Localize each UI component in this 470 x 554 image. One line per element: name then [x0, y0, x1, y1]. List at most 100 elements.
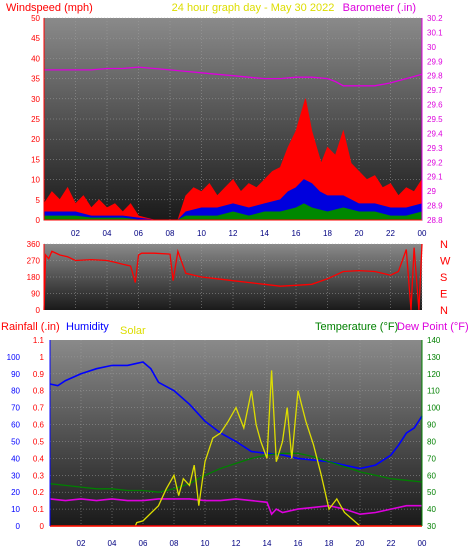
rain-tick-label: 0.3 — [33, 471, 45, 480]
wind-tick-label: 40 — [31, 54, 40, 63]
direction-tick-label: 180 — [27, 273, 41, 282]
humidity-tick-label: 80 — [11, 387, 20, 396]
climate-x-tick-label: 04 — [108, 539, 117, 548]
humidity-tick-label: 20 — [11, 488, 20, 497]
rain-tick-label: 0.5 — [33, 437, 45, 446]
wind-tick-label: 30 — [31, 95, 40, 104]
compass-label: W — [440, 256, 451, 268]
wind-x-tick-label: 04 — [103, 229, 112, 238]
barometer-tick-label: 30.1 — [427, 28, 443, 37]
barometer-axis-label: Barometer (.in) — [343, 2, 416, 14]
barometer-tick-label: 29.7 — [427, 86, 443, 95]
temperature-line — [49, 452, 423, 493]
rain-tick-label: 0.2 — [33, 488, 45, 497]
wind-tick-label: 20 — [31, 135, 40, 144]
climate-x-tick-label: 02 — [77, 539, 86, 548]
wind-x-tick-label: 08 — [166, 229, 175, 238]
temperature-tick-label: 100 — [427, 404, 441, 413]
climate-x-tick-label: 08 — [170, 539, 179, 548]
climate-x-tick-label: 22 — [387, 539, 396, 548]
barometer-tick-label: 29.4 — [427, 129, 443, 138]
direction-tick-label: 0 — [36, 306, 41, 315]
barometer-tick-label: 29.2 — [427, 158, 443, 167]
barometer-tick-label: 29.9 — [427, 57, 443, 66]
direction-tick-label: 270 — [27, 257, 41, 266]
rain-tick-label: 0.9 — [33, 370, 45, 379]
humidity-tick-label: 100 — [7, 353, 21, 362]
rain-tick-label: 0.8 — [33, 387, 45, 396]
temperature-tick-label: 120 — [427, 370, 441, 379]
wind-tick-label: 0 — [36, 216, 41, 225]
windspeed-axis-label: Windspeed (mph) — [6, 2, 93, 14]
rain-tick-label: 1.1 — [33, 336, 45, 345]
wind-x-tick-label: 06 — [134, 229, 143, 238]
wind-direction-line — [43, 243, 423, 311]
dewpoint-line — [49, 498, 422, 516]
wind-tick-label: 50 — [31, 14, 40, 23]
climate-x-tick-label: 12 — [232, 539, 241, 548]
temperature-tick-label: 90 — [427, 421, 436, 430]
humidity-tick-label: 30 — [11, 471, 20, 480]
compass-label: N — [440, 305, 448, 317]
wind-tick-label: 35 — [31, 75, 40, 84]
wind-average-area — [43, 179, 423, 221]
humidity-line — [49, 361, 423, 470]
climate-x-tick-label: 10 — [201, 539, 210, 548]
barometer-tick-label: 29.3 — [427, 144, 443, 153]
humidity-axis-label: Humidity — [66, 321, 109, 333]
barometer-tick-label: 30.2 — [427, 14, 443, 23]
rainfall-axis-label: Rainfall (.in) — [1, 321, 60, 333]
temperature-tick-label: 130 — [427, 353, 441, 362]
solar-axis-label: Solar — [120, 325, 146, 337]
rain-tick-label: 0 — [40, 522, 45, 531]
wind-low-area — [43, 203, 423, 221]
humidity-tick-label: 70 — [11, 404, 20, 413]
wind-tick-label: 15 — [31, 155, 40, 164]
wind-gust-area — [43, 98, 423, 221]
direction-tick-label: 360 — [27, 240, 41, 249]
humidity-tick-label: 40 — [11, 454, 20, 463]
wind-x-tick-label: 16 — [292, 229, 301, 238]
temperature-tick-label: 60 — [427, 471, 436, 480]
barometer-tick-label: 29.5 — [427, 115, 443, 124]
solar-line — [50, 370, 422, 527]
temperature-tick-label: 40 — [427, 505, 436, 514]
wind-tick-label: 10 — [31, 176, 40, 185]
wind-tick-label: 25 — [31, 115, 40, 124]
wind-x-tick-label: 14 — [260, 229, 269, 238]
wind-tick-label: 45 — [31, 34, 40, 43]
barometer-tick-label: 29.8 — [427, 72, 443, 81]
climate-x-tick-label: 20 — [356, 539, 365, 548]
wind-x-tick-label: 18 — [323, 229, 332, 238]
compass-label: N — [440, 239, 448, 251]
barometer-tick-label: 28.9 — [427, 202, 443, 211]
humidity-tick-label: 0 — [16, 522, 21, 531]
barometer-tick-label: 28.8 — [427, 216, 443, 225]
barometer-tick-label: 29.1 — [427, 173, 443, 182]
rain-tick-label: 0.1 — [33, 505, 45, 514]
direction-tick-label: 90 — [31, 290, 40, 299]
temperature-tick-label: 80 — [427, 437, 436, 446]
rain-tick-label: 0.7 — [33, 404, 45, 413]
humidity-tick-label: 10 — [11, 505, 20, 514]
rain-tick-label: 0.6 — [33, 421, 45, 430]
barometer-tick-label: 30 — [427, 43, 436, 52]
humidity-tick-label: 50 — [11, 437, 20, 446]
rain-tick-label: 0.4 — [33, 454, 45, 463]
barometer-tick-label: 29.6 — [427, 101, 443, 110]
rain-tick-label: 1 — [40, 353, 45, 362]
wind-x-tick-label: 22 — [386, 229, 395, 238]
temperature-tick-label: 30 — [427, 522, 436, 531]
barometer-line — [44, 66, 423, 87]
chart-title: 24 hour graph day - May 30 2022 — [172, 2, 335, 14]
humidity-tick-label: 90 — [11, 370, 20, 379]
temperature-tick-label: 50 — [427, 488, 436, 497]
humidity-tick-label: 60 — [11, 421, 20, 430]
wind-tick-label: 5 — [36, 196, 41, 205]
climate-x-tick-label: 14 — [263, 539, 272, 548]
climate-x-tick-label: 00 — [418, 539, 427, 548]
climate-x-tick-label: 06 — [139, 539, 148, 548]
wind-x-tick-label: 02 — [71, 229, 80, 238]
wind-x-tick-label: 10 — [197, 229, 206, 238]
